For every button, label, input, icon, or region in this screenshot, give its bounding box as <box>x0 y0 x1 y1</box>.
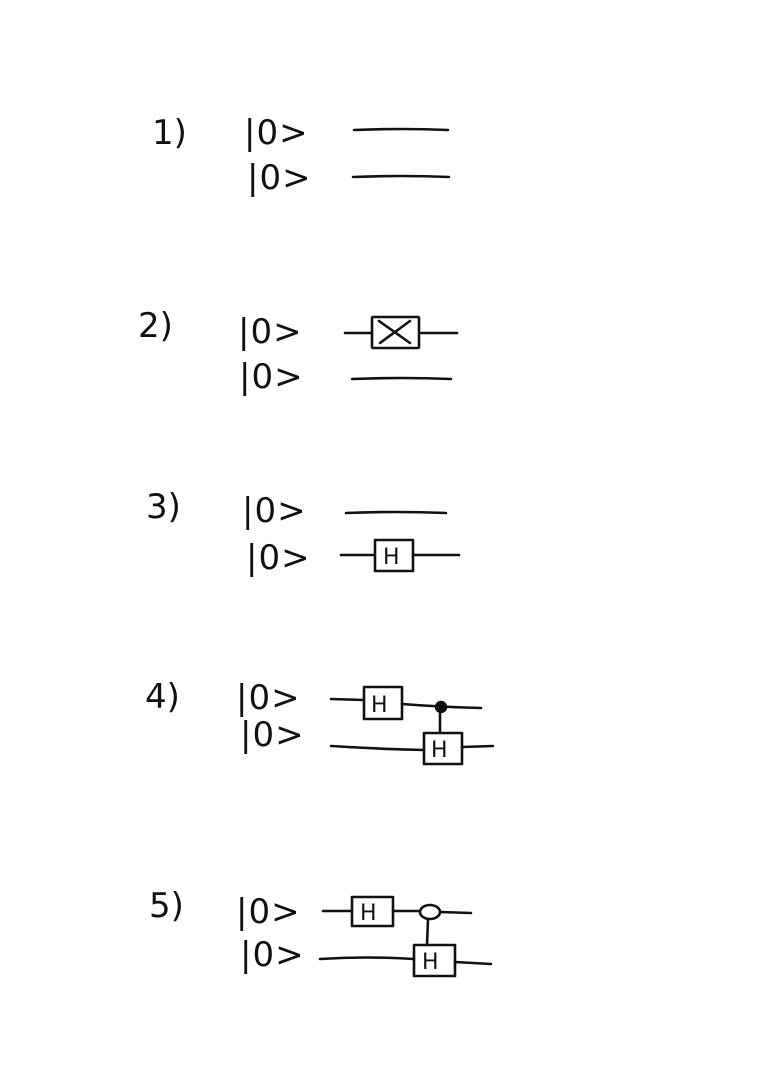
problem-4-h-gate-box-2 <box>422 731 464 766</box>
problem-3-qubit-1-state: |0> <box>242 491 307 531</box>
problem-3-wire-1 <box>344 510 448 515</box>
problem-5-wire-2-left <box>318 956 416 961</box>
problem-5-h-gate-label-2: H <box>422 950 439 975</box>
problem-4-wire-2-right <box>460 744 495 749</box>
problem-2-qubit-2-state: |0> <box>239 357 304 397</box>
problem-4-qubit-2-state: |0> <box>240 715 305 755</box>
problem-5: 5) |0> |0> H H <box>149 886 493 978</box>
problem-3-h-gate-label: H <box>383 545 400 570</box>
problem-2: 2) |0> |0> <box>138 306 459 397</box>
problem-5-wire-1-right <box>438 910 473 915</box>
problem-4-h-gate-label-1: H <box>371 693 388 718</box>
problem-2-qubit-1-state: |0> <box>238 312 303 352</box>
problem-1-wire-2 <box>351 174 451 179</box>
problem-5-qubit-2-state: |0> <box>240 935 305 975</box>
problem-3-qubit-2-state: |0> <box>246 538 311 578</box>
problem-1-label: 1) <box>152 113 187 153</box>
problem-4-wire-1-left <box>329 697 366 702</box>
problem-5-wire-2-right <box>453 960 493 966</box>
problem-5-control-line <box>425 917 430 947</box>
problem-2-x-gate-box <box>370 315 421 350</box>
problem-2-label: 2) <box>138 306 173 346</box>
problem-2-wire-2 <box>350 376 453 381</box>
problem-1: 1) |0> |0> <box>152 113 451 198</box>
problem-5-h-gate-label-1: H <box>360 901 377 926</box>
problem-4-label: 4) <box>145 677 180 717</box>
problem-5-qubit-1-state: |0> <box>236 892 301 932</box>
problem-5-h-gate-box-2 <box>412 943 457 978</box>
problem-4-wire-2-left <box>329 744 426 752</box>
problem-4-qubit-1-state: |0> <box>236 678 301 718</box>
problem-1-qubit-2-state: |0> <box>247 158 312 198</box>
problem-5-open-control-circle <box>418 903 442 921</box>
problem-1-qubit-1-state: |0> <box>244 113 309 153</box>
problem-4: 4) |0> |0> H H <box>145 677 495 766</box>
problem-1-wire-1 <box>352 127 450 132</box>
problem-5-label: 5) <box>149 886 184 926</box>
problem-2-x-gate-symbol <box>377 319 412 345</box>
problem-3-label: 3) <box>146 487 181 527</box>
problem-4-h-gate-label-2: H <box>431 738 448 763</box>
problem-4-filled-control-dot <box>434 700 448 714</box>
problem-3: 3) |0> |0> H <box>146 487 461 578</box>
